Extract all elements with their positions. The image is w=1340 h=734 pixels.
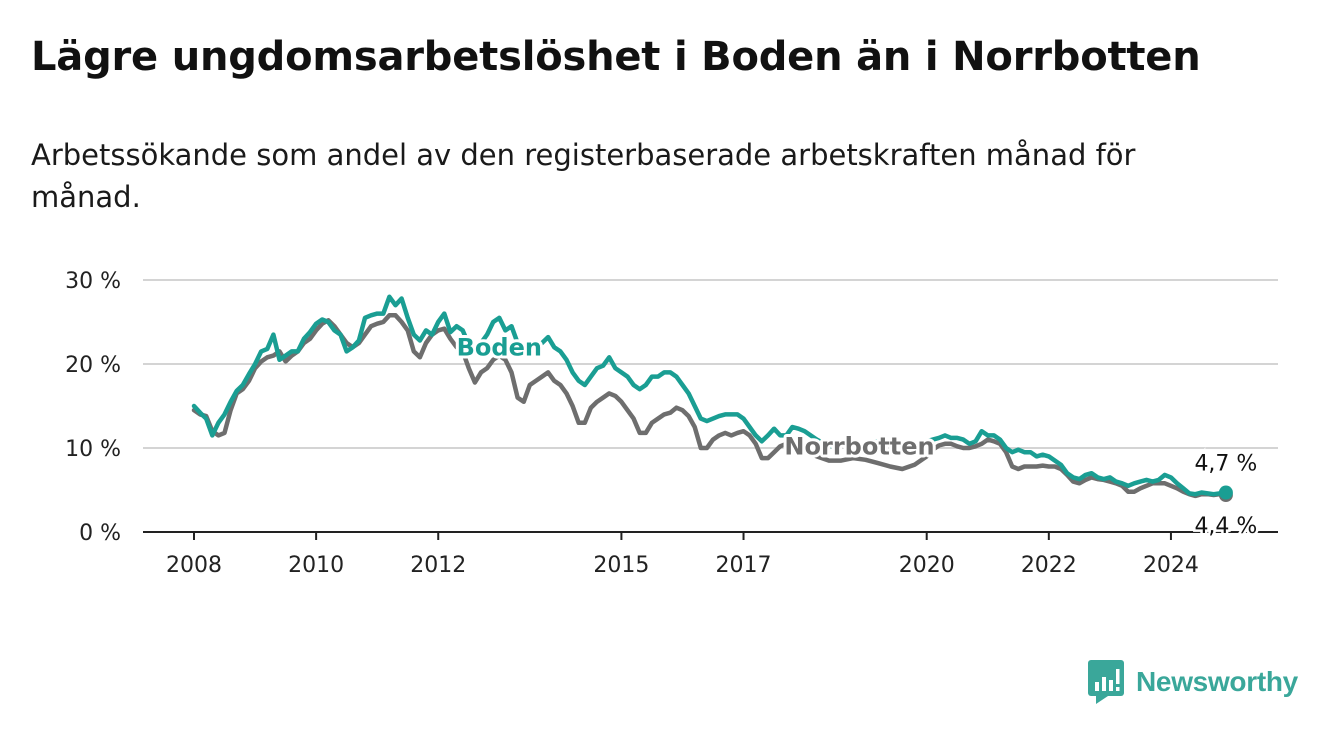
series-label-boden: Boden — [457, 334, 542, 362]
y-tick-label: 20 % — [65, 353, 121, 378]
chart-title: Lägre ungdomsarbetslöshet i Boden än i N… — [31, 34, 1201, 80]
y-axis: 0 % 10 % 20 % 30 % — [65, 269, 121, 546]
series-end-marker-boden — [1218, 485, 1233, 500]
series-labels: Norrbotten Boden 4,4 % 4,7 % — [454, 331, 1260, 542]
chart-subtitle: Arbetssökande som andel av den registerb… — [31, 138, 1136, 214]
x-tick-label: 2017 — [716, 553, 772, 578]
x-tick-label: 2015 — [593, 553, 649, 578]
series-line-norrbotten — [191, 313, 1229, 499]
x-tick-label: 2024 — [1143, 553, 1199, 578]
x-axis: 2008 2010 2012 2015 2017 2020 2022 2024 — [143, 531, 1278, 578]
x-tick-label: 2012 — [410, 553, 466, 578]
x-tick-label: 2022 — [1021, 553, 1077, 578]
newsworthy-brand: Newsworthy — [1088, 660, 1298, 704]
end-value-label-norrbotten: 4,4 % — [1194, 514, 1257, 539]
x-tick-label: 2020 — [899, 553, 955, 578]
grid-lines — [143, 279, 1278, 449]
series-lines — [191, 294, 1233, 503]
series-label-norrbotten: Norrbotten — [784, 433, 934, 461]
x-tick-label: 2008 — [166, 553, 222, 578]
x-tick-label: 2010 — [288, 553, 344, 578]
y-tick-label: 30 % — [65, 269, 121, 294]
end-value-label-boden: 4,7 % — [1194, 452, 1257, 477]
y-tick-label: 0 % — [79, 521, 121, 546]
series-line-boden — [191, 294, 1229, 497]
brand-name: Newsworthy — [1136, 666, 1298, 697]
y-tick-label: 10 % — [65, 437, 121, 462]
newsworthy-logo-icon — [1088, 660, 1124, 704]
